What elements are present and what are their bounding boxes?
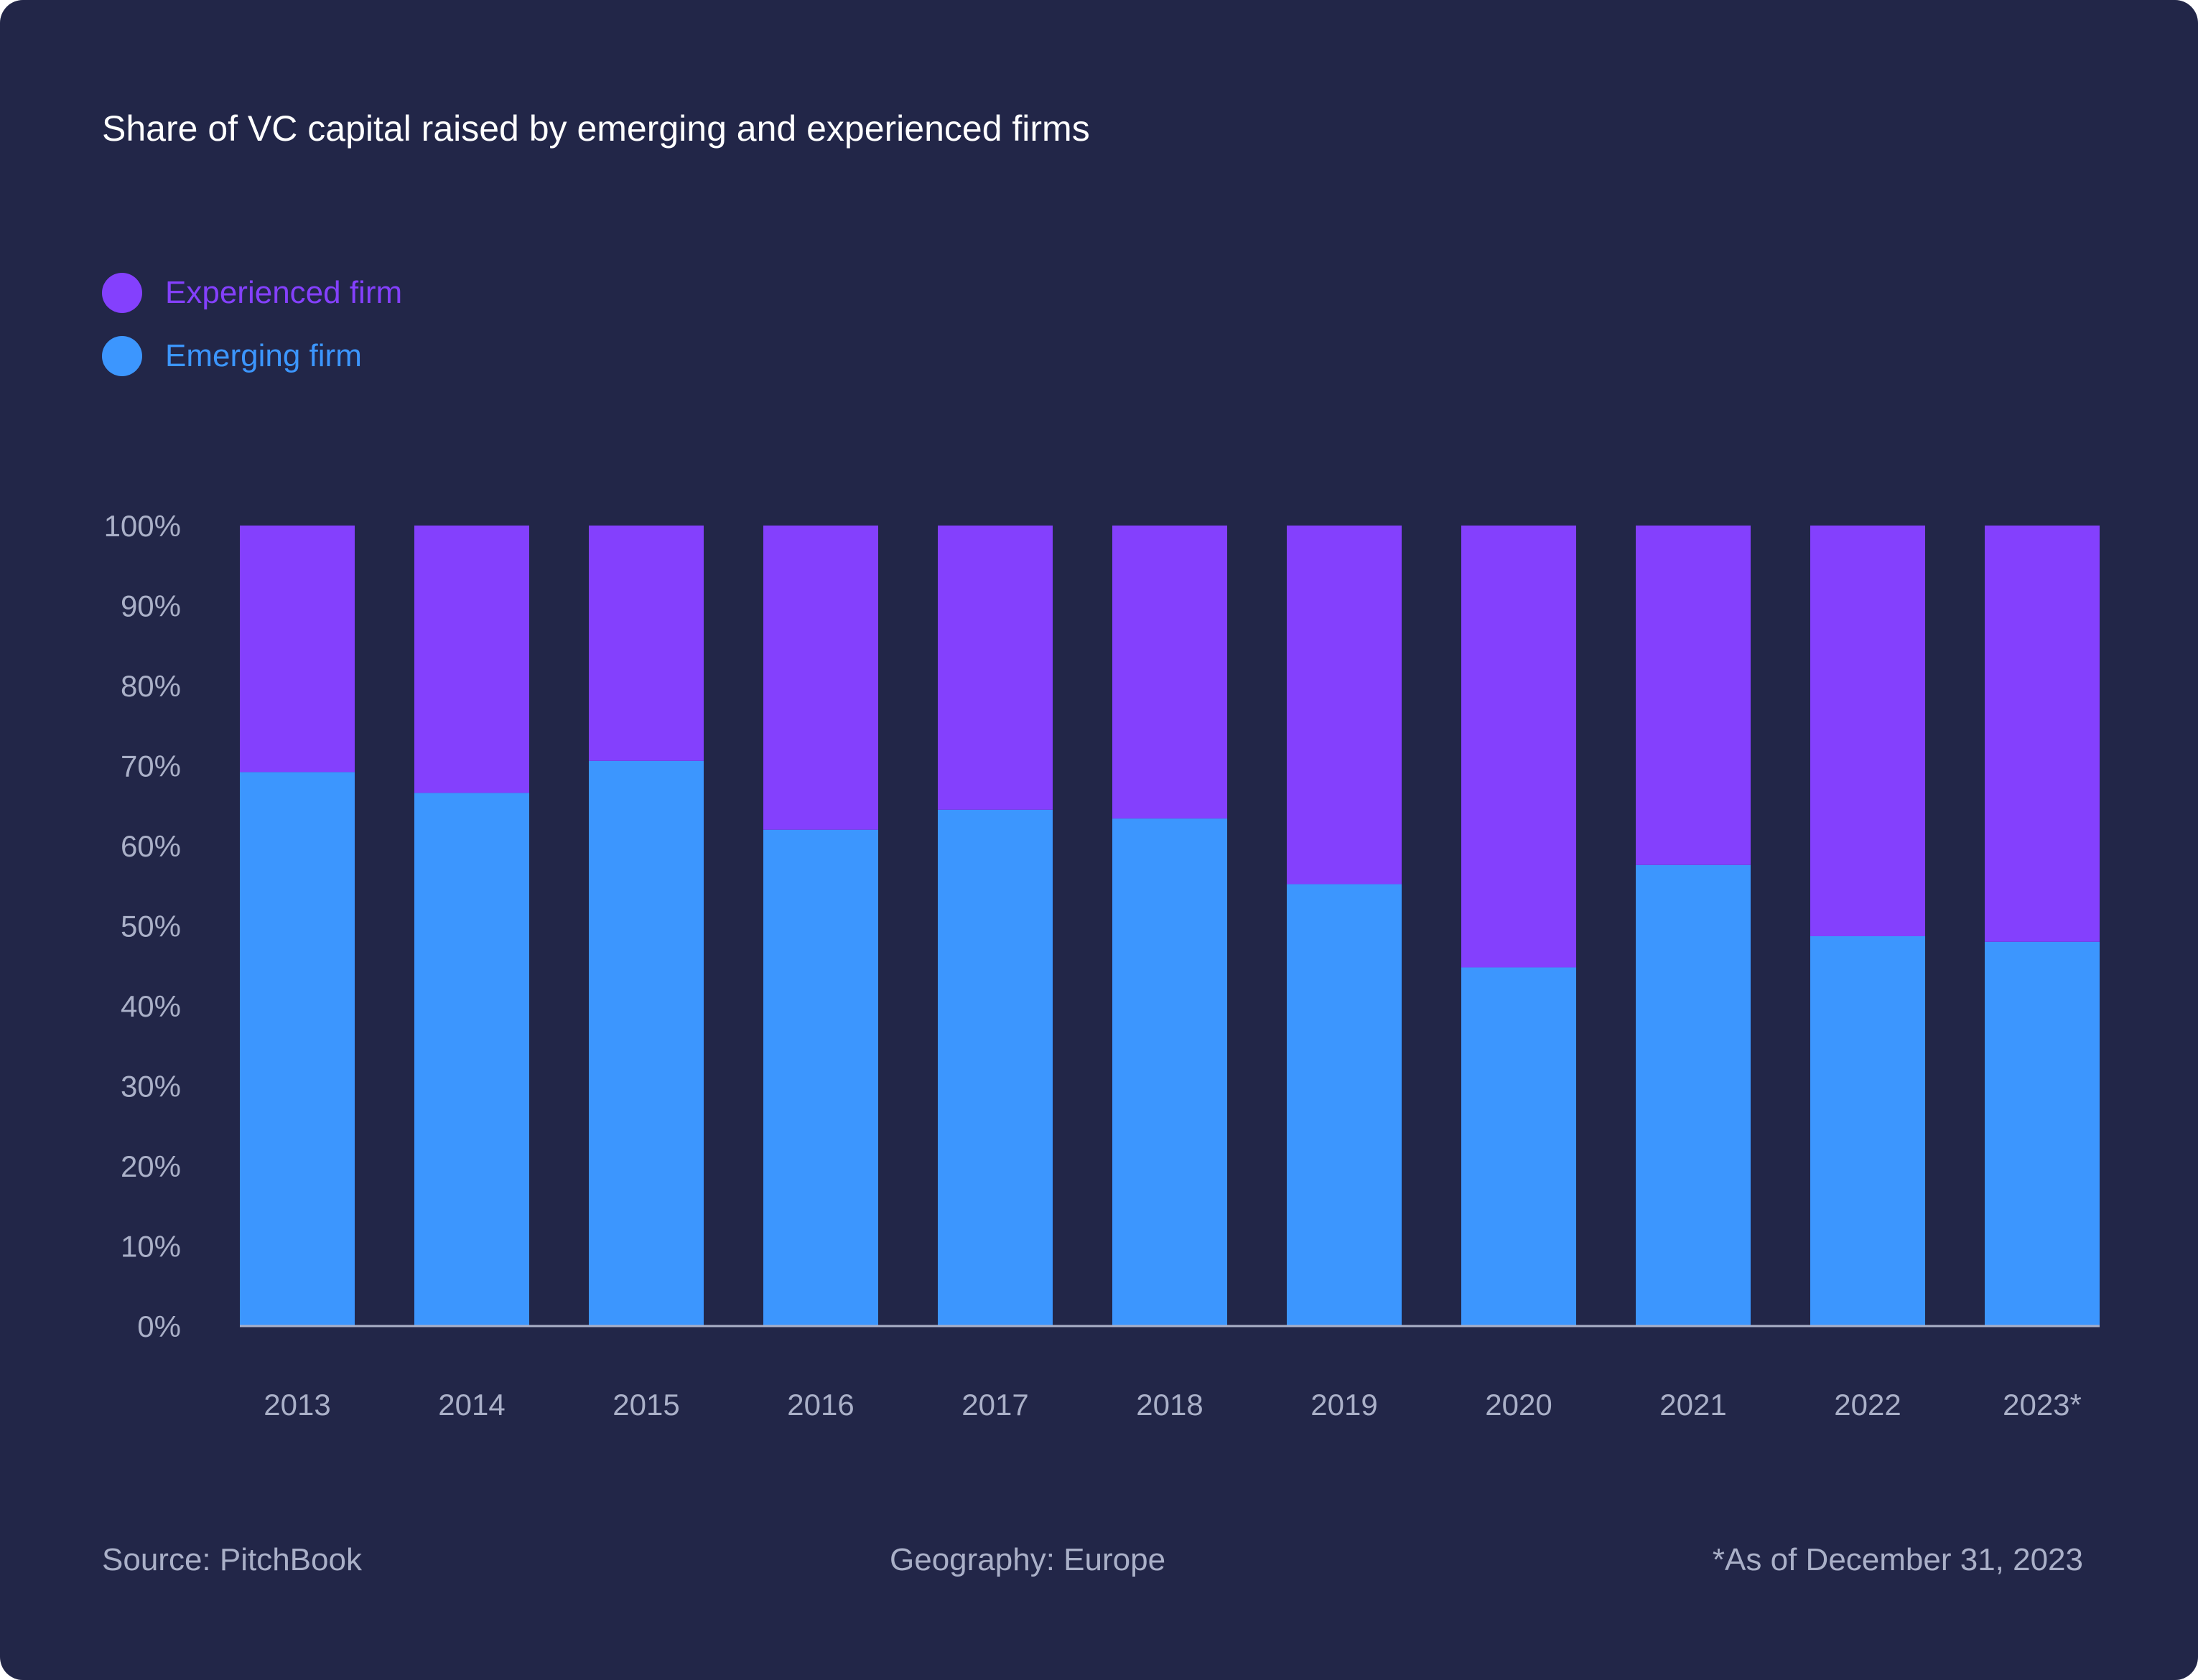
y-tick-label: 60%	[121, 829, 181, 863]
bar-experienced-firm-2015	[589, 526, 704, 761]
bar-emerging-firm-2023	[1985, 941, 2100, 1326]
bar-experienced-firm-2018	[1112, 526, 1227, 819]
legend-item-emerging: Emerging firm	[102, 336, 362, 376]
bar-emerging-firm-2022	[1810, 935, 1925, 1326]
y-axis: 0% 10% 20% 30% 40% 50% 60% 70% 80% 90% 100%	[104, 509, 181, 1343]
bar-emerging-firm-2018	[1112, 818, 1227, 1326]
bar-experienced-firm-2014	[414, 526, 529, 793]
footer-note: *As of December 31, 2023	[1712, 1542, 2083, 1577]
bar-experienced-firm-2020	[1461, 526, 1576, 968]
bar-experienced-firm-2021	[1636, 526, 1751, 865]
legend-label-experienced: Experienced firm	[165, 275, 403, 310]
x-tick-label: 2021	[1659, 1388, 1726, 1422]
x-axis: 2013 2014 2015 2016 2017 2018 2019 2020 2021 2022…	[264, 1388, 2082, 1422]
x-tick-label: 2019	[1310, 1388, 1377, 1422]
y-tick-label: 20%	[121, 1149, 181, 1183]
legend-item-experienced: Experienced firm	[102, 273, 402, 313]
x-tick-label: 2013	[264, 1388, 330, 1422]
bar-experienced-firm-2019	[1287, 526, 1402, 885]
y-tick-label: 10%	[121, 1230, 181, 1264]
y-tick-label: 70%	[121, 750, 181, 783]
bar-experienced-firm-2017	[938, 526, 1053, 810]
bar-emerging-firm-2021	[1636, 864, 1751, 1326]
bar-emerging-firm-2016	[763, 829, 878, 1326]
bar-emerging-firm-2017	[938, 809, 1053, 1326]
y-tick-label: 40%	[121, 989, 181, 1023]
bar-emerging-firm-2015	[589, 760, 704, 1326]
x-tick-label: 2016	[787, 1388, 854, 1422]
y-tick-label: 90%	[121, 589, 181, 623]
x-tick-label: 2014	[438, 1388, 505, 1422]
legend-label-emerging: Emerging firm	[165, 338, 362, 373]
x-tick-label: 2018	[1136, 1388, 1203, 1422]
y-tick-label: 50%	[121, 910, 181, 943]
bar-emerging-firm-2020	[1461, 967, 1576, 1326]
x-tick-label: 2017	[961, 1388, 1028, 1422]
bar-experienced-firm-2013	[240, 526, 355, 773]
y-tick-label: 100%	[104, 509, 181, 543]
bar-experienced-firm-2022	[1810, 526, 1925, 936]
footer-source: Source: PitchBook	[102, 1542, 362, 1577]
x-tick-label: 2023*	[2003, 1388, 2082, 1422]
y-tick-label: 80%	[121, 669, 181, 703]
x-tick-label: 2022	[1834, 1388, 1901, 1422]
bar-emerging-firm-2013	[240, 772, 355, 1326]
legend-swatch-experienced	[102, 273, 142, 313]
bar-emerging-firm-2014	[414, 793, 529, 1326]
chart-title: Share of VC capital raised by emerging a…	[102, 108, 1090, 149]
x-tick-label: 2020	[1485, 1388, 1552, 1422]
bar-experienced-firm-2023	[1985, 526, 2100, 942]
y-tick-label: 0%	[137, 1310, 181, 1343]
bar-stacks	[240, 526, 2100, 1326]
legend-swatch-emerging	[102, 336, 142, 376]
y-tick-label: 30%	[121, 1070, 181, 1103]
footer-geography: Geography: Europe	[890, 1542, 1166, 1577]
x-tick-label: 2015	[613, 1388, 679, 1422]
bar-experienced-firm-2016	[763, 526, 878, 830]
bar-emerging-firm-2019	[1287, 884, 1402, 1326]
